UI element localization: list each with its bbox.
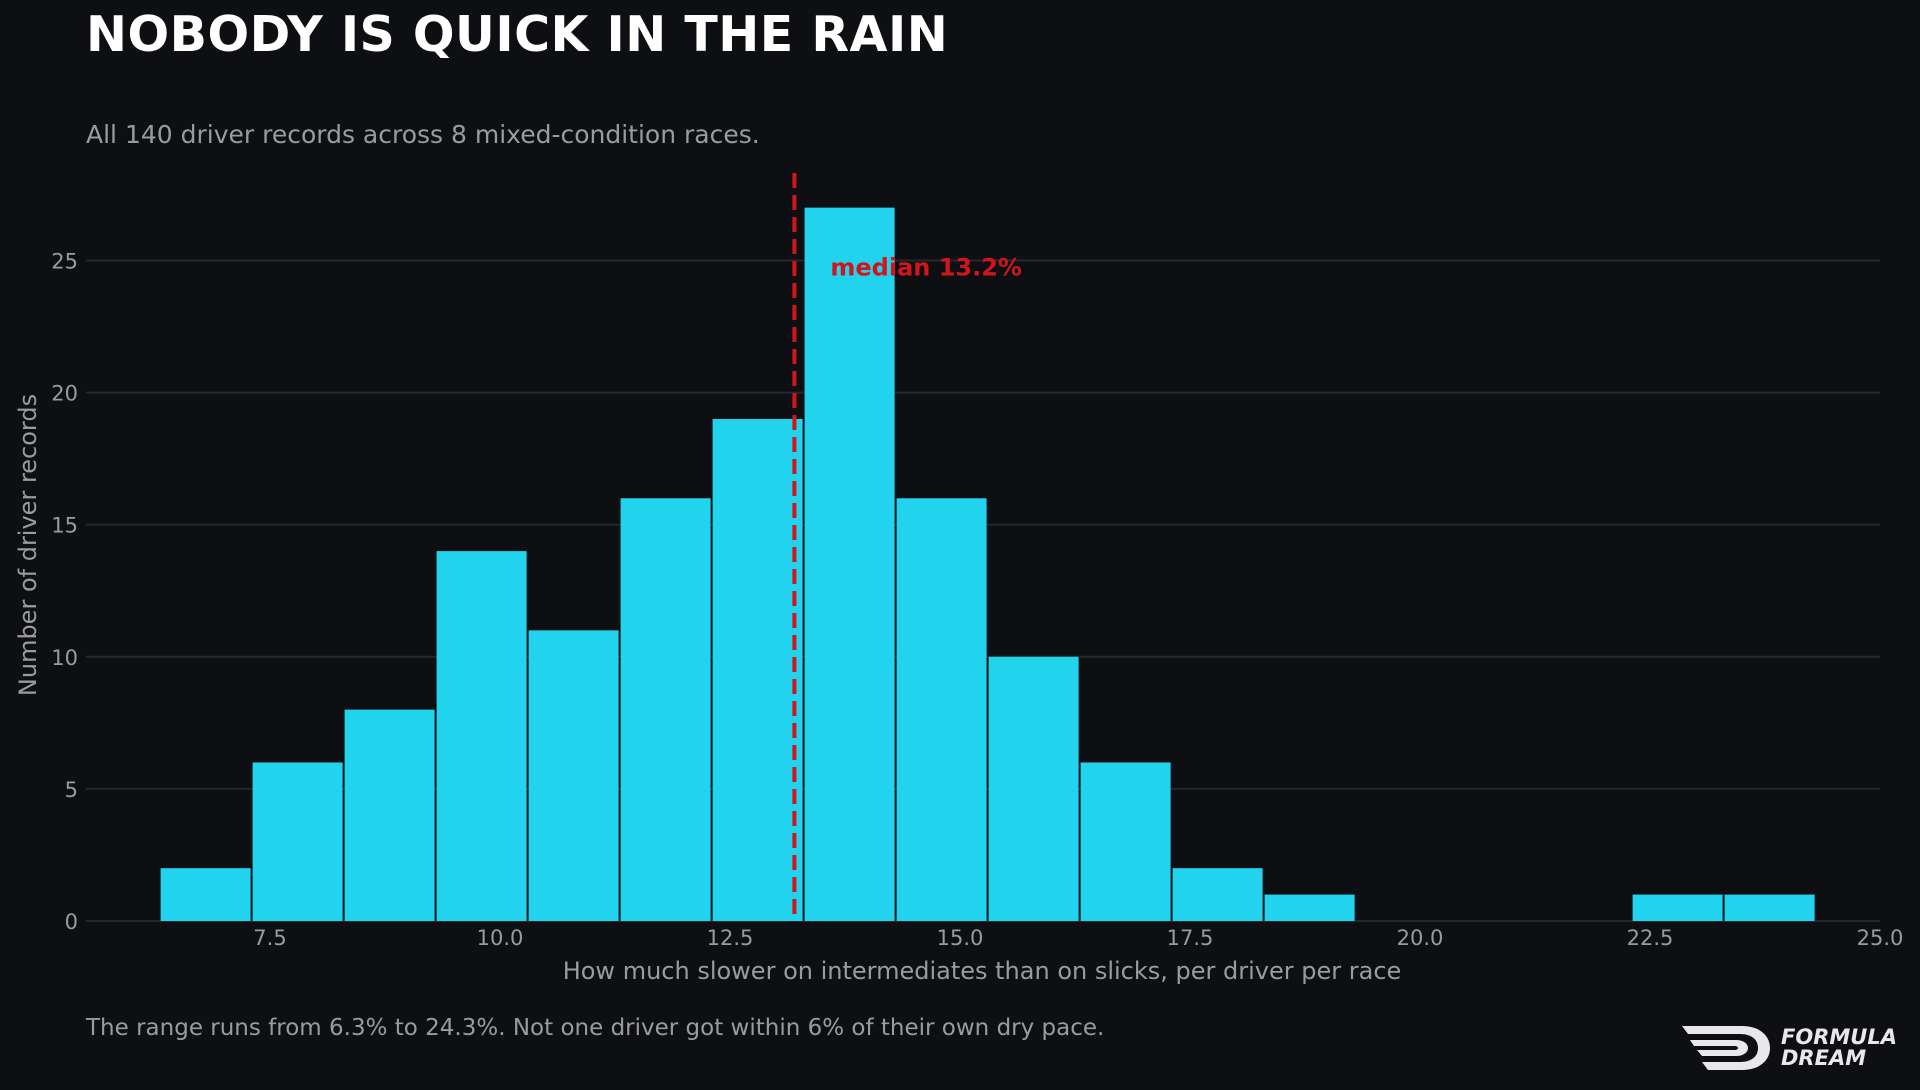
- histogram-bar: [1172, 868, 1263, 921]
- y-axis-label: Number of driver records: [14, 394, 42, 696]
- y-tick-label: 25: [51, 249, 78, 273]
- x-tick-label: 20.0: [1397, 926, 1444, 950]
- x-tick-label: 10.0: [477, 926, 524, 950]
- histogram-bar: [896, 498, 987, 921]
- histogram-bar: [160, 868, 251, 921]
- y-tick-label: 10: [51, 646, 78, 670]
- histogram-bar: [528, 630, 619, 921]
- x-axis-label: How much slower on intermediates than on…: [563, 957, 1402, 985]
- histogram-bar: [1632, 894, 1723, 921]
- chart-subtitle: All 140 driver records across 8 mixed-co…: [86, 120, 760, 149]
- x-tick-label: 22.5: [1627, 926, 1674, 950]
- x-tick-label: 15.0: [937, 926, 984, 950]
- x-tick-label: 25.0: [1857, 926, 1904, 950]
- formula-dream-logo-text: FORMULA DREAM: [1781, 1027, 1897, 1069]
- formula-dream-logo: FORMULA DREAM: [1680, 1022, 1910, 1074]
- histogram-bar: [1080, 762, 1171, 921]
- median-label: median 13.2%: [830, 253, 1022, 281]
- y-tick-label: 15: [51, 514, 78, 538]
- histogram-bar: [436, 551, 527, 921]
- chart-title: NOBODY IS QUICK IN THE RAIN: [86, 6, 949, 63]
- histogram-bar: [804, 207, 895, 921]
- chart-footnote: The range runs from 6.3% to 24.3%. Not o…: [86, 1015, 1105, 1041]
- y-tick-label: 20: [51, 382, 78, 406]
- logo-line-1: FORMULA: [1781, 1025, 1897, 1049]
- x-tick-label: 12.5: [707, 926, 754, 950]
- x-tick-label: 17.5: [1167, 926, 1214, 950]
- logo-line-2: DREAM: [1781, 1046, 1867, 1070]
- formula-dream-logo-mark-icon: [1682, 1026, 1770, 1070]
- x-tick-label: 7.5: [253, 926, 286, 950]
- histogram-bars: [160, 207, 1815, 921]
- histogram-bar: [1724, 894, 1815, 921]
- median-marker: median 13.2%: [792, 173, 1022, 921]
- histogram-bar: [344, 709, 435, 921]
- y-tick-label: 0: [65, 910, 78, 934]
- histogram-bar: [712, 419, 803, 921]
- histogram-bar: [620, 498, 711, 921]
- histogram-bar: [988, 656, 1079, 921]
- histogram-bar: [252, 762, 343, 921]
- y-tick-label: 5: [65, 778, 78, 802]
- histogram-bar: [1264, 894, 1355, 921]
- axis-ticks: 0 5 10 15 20 25 7.5 10.0 12.5 15.0 17.5 20.0 22.5 25.…: [51, 249, 1903, 950]
